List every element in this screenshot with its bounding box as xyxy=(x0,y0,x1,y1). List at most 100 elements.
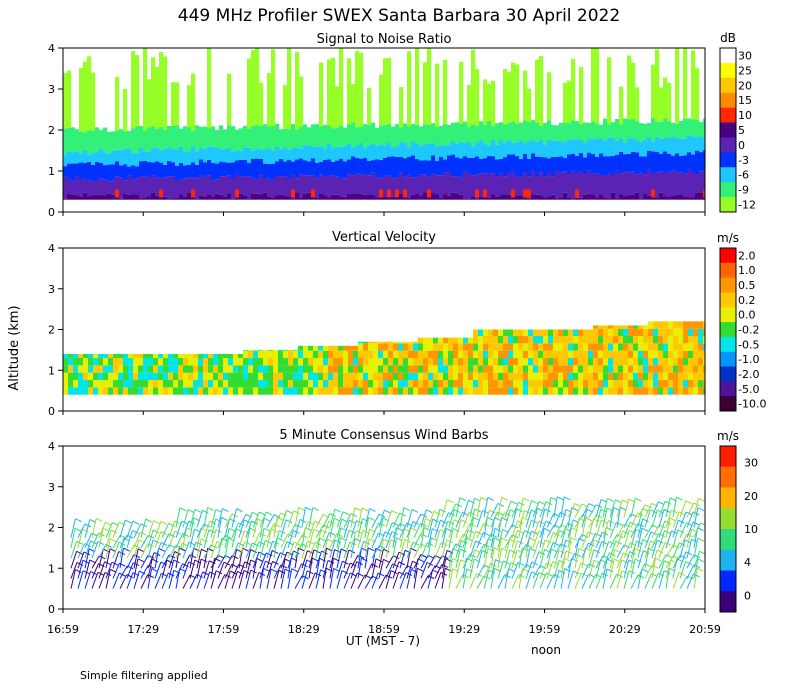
wind-barb-flag xyxy=(298,507,305,511)
wind-barb xyxy=(84,532,93,549)
velocity-cell xyxy=(263,350,269,359)
snr-cell xyxy=(691,119,696,137)
snr-cell xyxy=(79,131,84,154)
velocity-cell xyxy=(128,358,134,366)
wind-barb xyxy=(371,532,379,549)
velocity-cell xyxy=(193,358,199,366)
wind-barb xyxy=(581,573,590,589)
snr-cell xyxy=(199,195,204,200)
snr-cell xyxy=(107,153,112,165)
wind-barb xyxy=(581,542,589,559)
snr-cell xyxy=(283,147,288,162)
velocity-cell xyxy=(393,387,399,395)
snr-cell xyxy=(67,127,72,152)
wind-barb xyxy=(651,539,658,559)
snr-cell xyxy=(623,142,628,155)
snr-cell xyxy=(271,197,276,200)
snr-cell xyxy=(671,195,676,200)
wind-barb-flag xyxy=(368,517,375,521)
velocity-cell xyxy=(378,387,384,395)
velocity-cell xyxy=(118,380,124,388)
snr-cell xyxy=(211,162,216,181)
snr-cell xyxy=(679,155,684,173)
wind-barb xyxy=(126,544,135,559)
wind-barb xyxy=(210,570,217,589)
velocity-cell xyxy=(508,365,514,373)
wind-barb xyxy=(70,528,76,548)
velocity-cell xyxy=(703,328,705,337)
snr-cell xyxy=(499,173,504,196)
wind-barb-flag xyxy=(551,548,558,553)
wind-barb-flag xyxy=(622,499,629,504)
snr-cell xyxy=(255,193,260,200)
velocity-cell xyxy=(433,350,439,359)
snr-cell xyxy=(615,140,620,155)
velocity-cell xyxy=(308,358,314,366)
velocity-cell xyxy=(323,345,329,351)
wind-barb xyxy=(546,532,554,549)
wind-barb xyxy=(427,528,433,548)
wind-barb-flag xyxy=(531,500,538,505)
wind-barb xyxy=(595,572,603,589)
wind-barb xyxy=(329,508,336,528)
snr-cell xyxy=(555,171,560,199)
velocity-cell xyxy=(658,350,664,359)
wind-barb xyxy=(210,554,219,569)
velocity-cell xyxy=(628,372,634,381)
wind-barb-flag xyxy=(487,496,494,501)
velocity-cell xyxy=(503,372,509,381)
snr-cell xyxy=(343,127,348,147)
snr-cell xyxy=(119,149,124,166)
velocity-cell xyxy=(558,336,564,344)
snr-cell xyxy=(651,64,656,119)
wind-barb xyxy=(98,544,107,559)
snr-cell xyxy=(239,176,244,194)
velocity-cell xyxy=(273,372,279,381)
velocity-cell xyxy=(408,358,414,366)
snr-cell xyxy=(63,128,68,155)
snr-cell xyxy=(479,158,484,174)
velocity-cell xyxy=(603,380,609,388)
snr-cell xyxy=(359,174,364,194)
velocity-cell xyxy=(353,345,359,351)
snr-cell xyxy=(187,164,192,178)
velocity-cell xyxy=(438,380,444,388)
wind-barb xyxy=(413,513,422,528)
wind-barb xyxy=(616,499,623,518)
snr-cell xyxy=(403,189,407,198)
snr-cell xyxy=(387,124,392,143)
snr-cell xyxy=(523,189,527,198)
snr-cell xyxy=(391,147,396,157)
velocity-cell xyxy=(443,365,449,373)
wind-barb xyxy=(315,514,324,528)
velocity-cell xyxy=(558,372,564,381)
snr-cell xyxy=(151,57,156,127)
snr-cell xyxy=(427,143,432,161)
snr-cell xyxy=(571,170,576,199)
velocity-cell xyxy=(203,372,209,381)
wind-barb xyxy=(413,554,422,569)
velocity-cell xyxy=(613,325,619,329)
snr-cell xyxy=(143,197,148,200)
wind-barb xyxy=(427,511,435,528)
velocity-cell xyxy=(403,343,409,351)
wind-barb xyxy=(77,570,84,589)
snr-cell xyxy=(255,179,260,194)
velocity-cell xyxy=(143,358,149,366)
snr-cell xyxy=(471,175,476,197)
snr-cell xyxy=(667,171,672,198)
colorbar-swatch xyxy=(720,570,736,592)
wind-barb-flag xyxy=(384,509,391,514)
snr-cell xyxy=(423,192,428,200)
snr-cell xyxy=(683,138,688,156)
snr-cell xyxy=(159,162,164,178)
velocity-cell xyxy=(493,387,499,395)
snr-cell xyxy=(447,172,452,196)
snr-cell xyxy=(447,195,452,200)
velocity-cell xyxy=(353,365,359,373)
wind-barb-flag xyxy=(446,539,454,544)
snr-cell xyxy=(659,87,664,122)
wind-barb xyxy=(336,570,343,589)
snr-cell xyxy=(499,158,504,174)
wind-barb xyxy=(336,560,343,579)
